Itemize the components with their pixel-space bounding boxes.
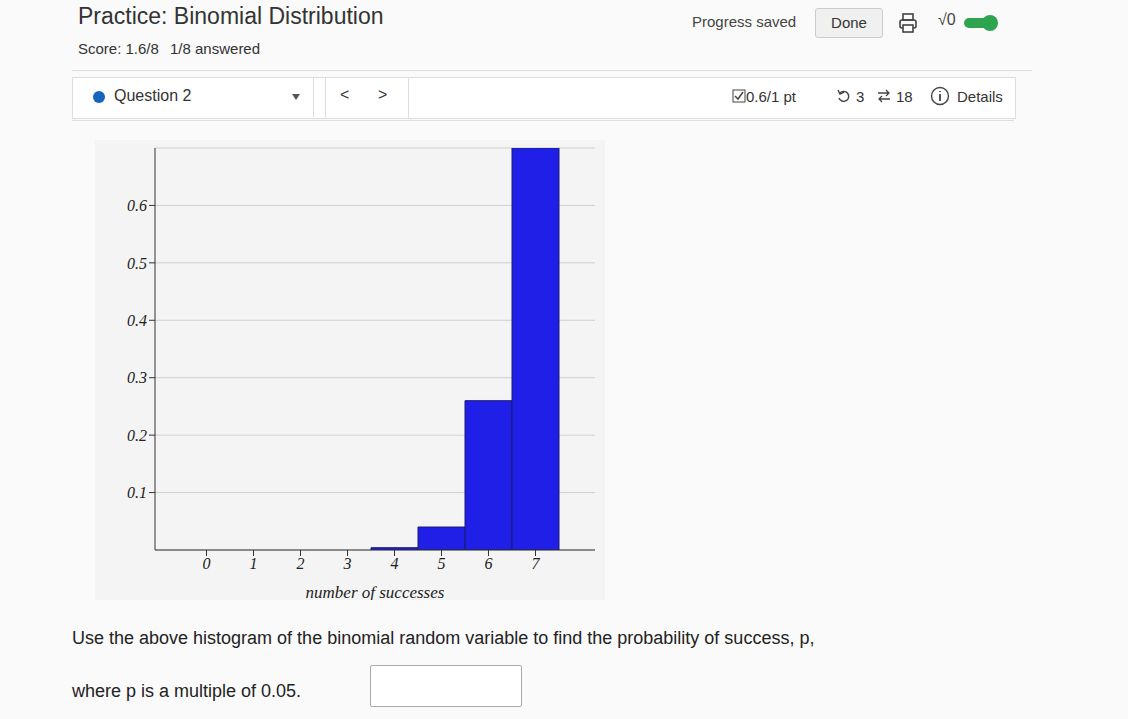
svg-text:0.3: 0.3 <box>127 369 147 386</box>
svg-text:0.6: 0.6 <box>127 197 147 214</box>
html-text:Practice: Binomial Distributio: Practice: Binomial Distribution <box>78 3 384 29</box>
svg-text:0: 0 <box>203 555 211 572</box>
html-text:Question 2: Question 2 <box>114 87 192 104</box>
svg-text:2: 2 <box>297 555 305 572</box>
html-text:1/8 answered: 1/8 answered <box>170 40 261 57</box>
html-text:√0: √0 <box>938 11 956 28</box>
html-text:3: 3 <box>856 88 865 105</box>
html-text:Progress saved: Progress saved <box>692 13 797 30</box>
html-text:Score: 1.6/8: Score: 1.6/8 <box>78 40 159 57</box>
svg-text:5: 5 <box>438 555 446 572</box>
html-text:18: 18 <box>896 88 913 105</box>
svg-text:0.4: 0.4 <box>127 312 147 329</box>
html-text:where p is a multiple of 0.05.: where p is a multiple of 0.05. <box>72 681 302 701</box>
svg-text:3: 3 <box>343 555 352 572</box>
svg-text:1: 1 <box>250 555 258 572</box>
html-text:Done: Done <box>831 14 867 31</box>
svg-text:6: 6 <box>485 555 493 572</box>
svg-text:number of successes: number of successes <box>306 583 445 600</box>
svg-text:7: 7 <box>532 555 541 572</box>
svg-text:0.1: 0.1 <box>127 484 147 501</box>
svg-text:0.2: 0.2 <box>127 427 147 444</box>
svg-text:4: 4 <box>391 555 399 572</box>
html-text:Use the above histogram of the: Use the above histogram of the binomial … <box>72 628 815 648</box>
svg-text:0.5: 0.5 <box>127 255 147 272</box>
html-text:Details: Details <box>957 88 1003 105</box>
html-text:0.6/1 pt: 0.6/1 pt <box>746 88 796 105</box>
